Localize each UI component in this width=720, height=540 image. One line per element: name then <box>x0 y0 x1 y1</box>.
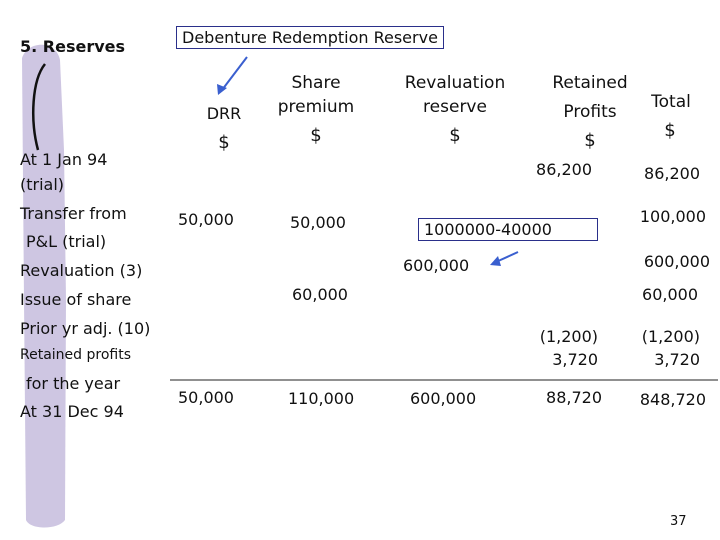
closing-revaluation-value: 600,000 <box>410 389 477 408</box>
row-label-prior-yr-adj: Prior yr adj. (10) <box>20 319 151 338</box>
prior-adj-total-value: (1,200) <box>641 327 700 346</box>
debenture-callout: Debenture Redemption Reserve <box>176 26 444 49</box>
prior-adj-retained-value: (1,200) <box>539 327 598 346</box>
revaluation-reserve-value: 600,000 <box>403 256 470 275</box>
row-label-retained-profits: Retained profits <box>20 347 131 363</box>
closing-total-value: 848,720 <box>639 390 706 409</box>
row-label-at-1-jan: At 1 Jan 94 <box>20 150 108 169</box>
row-label-issue-of-share: Issue of share <box>20 290 132 309</box>
bracket-mark <box>32 63 47 151</box>
unit-total: $ <box>664 120 676 141</box>
row-label-pl-trial: P&L (trial) <box>26 232 107 251</box>
year-retained-value: 3,720 <box>552 350 598 369</box>
header-retained-line2: Profits <box>563 102 617 122</box>
row-label-revaluation: Revaluation (3) <box>20 261 143 280</box>
row-label-for-the-year: for the year <box>26 374 121 393</box>
unit-drr: $ <box>218 132 230 153</box>
header-total: Total <box>651 92 691 112</box>
unit-revaluation: $ <box>449 125 461 146</box>
unit-retained: $ <box>584 130 596 151</box>
header-retained-line1: Retained <box>552 73 628 93</box>
issue-total-value: 60,000 <box>642 285 698 304</box>
header-drr: DRR <box>206 104 242 123</box>
transfer-total-value: 100,000 <box>639 207 706 226</box>
opening-retained-value: 86,200 <box>536 160 592 179</box>
transfer-share-premium-value: 50,000 <box>290 213 346 232</box>
revaluation-total-value: 600,000 <box>643 252 710 271</box>
unit-share-premium: $ <box>310 125 322 146</box>
header-revaluation-line1: Revaluation <box>404 73 506 93</box>
closing-retained-value: 88,720 <box>546 388 602 407</box>
reval-calc-note: 1000000-40000 <box>418 218 598 241</box>
closing-drr-value: 50,000 <box>178 388 234 407</box>
row-label-transfer-from: Transfer from <box>20 204 127 223</box>
closing-share-premium-value: 110,000 <box>288 389 355 408</box>
transfer-drr-value: 50,000 <box>178 210 234 229</box>
opening-total-value: 86,200 <box>644 164 700 183</box>
header-share-premium-line2: premium <box>277 97 355 117</box>
slide-number: 37 <box>670 514 687 529</box>
row-label-at-31-dec: At 31 Dec 94 <box>20 402 124 421</box>
row-label-trial: (trial) <box>20 175 65 194</box>
callout-arrow-line <box>221 56 248 91</box>
callout-arrowhead <box>217 84 227 95</box>
reval-arrow-line <box>495 251 519 263</box>
header-share-premium-line1: Share <box>291 73 341 93</box>
header-revaluation-line2: reserve <box>423 97 487 117</box>
year-total-value: 3,720 <box>654 350 700 369</box>
issue-share-premium-value: 60,000 <box>292 285 348 304</box>
reval-arrowhead <box>490 256 501 266</box>
slide-title: 5. Reserves <box>20 37 126 56</box>
left-accent-bar <box>22 44 66 528</box>
